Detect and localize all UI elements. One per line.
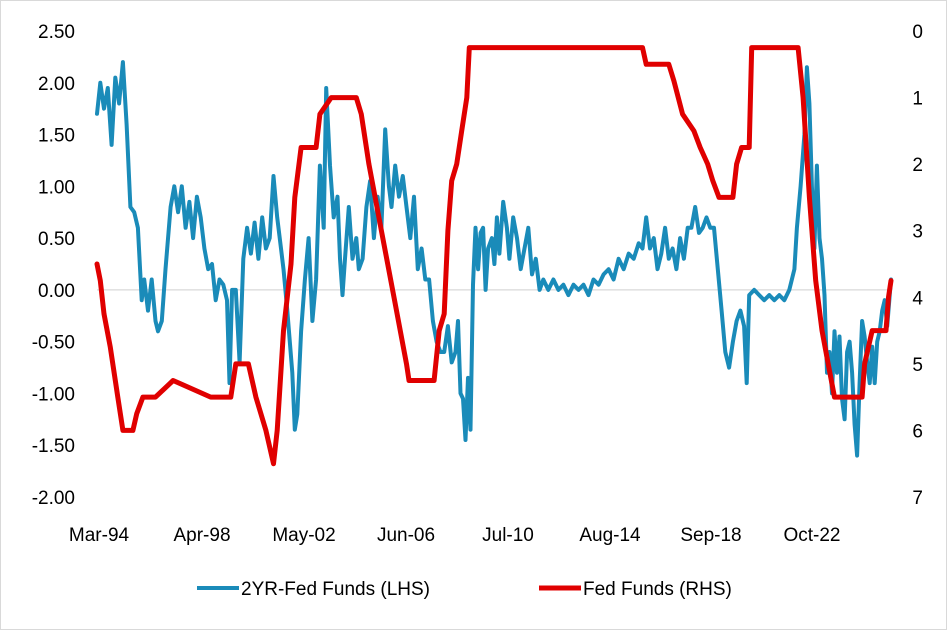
- x-axis-tick-label: Mar-94: [69, 525, 130, 546]
- left-axis-tick-label: -1.00: [32, 384, 75, 405]
- x-axis-tick-label: Aug-14: [579, 525, 641, 546]
- right-axis-tick-label: 3: [912, 222, 923, 243]
- series-line-fed-funds: [94, 45, 894, 467]
- left-axis-tick-label: -0.50: [32, 333, 75, 354]
- right-axis-tick-label: 6: [912, 421, 923, 442]
- x-axis-tick-label: Sep-18: [680, 525, 741, 546]
- x-axis-tick-label: Jul-10: [482, 525, 534, 546]
- left-axis-tick-label: 1.00: [38, 177, 75, 198]
- series-line-2yr-fed-funds: [95, 60, 893, 458]
- x-axis-tick-label: May-02: [272, 525, 335, 546]
- right-axis-tick-label: 5: [912, 355, 923, 376]
- left-axis-tick-label: 0.50: [38, 229, 75, 250]
- legend-label-fed-funds: Fed Funds (RHS): [583, 579, 732, 600]
- right-axis-tick-label: 7: [912, 488, 923, 509]
- x-axis-tick-label: Jun-06: [377, 525, 435, 546]
- right-axis-tick-label: 0: [912, 22, 923, 43]
- left-axis-tick-label: 2.50: [38, 22, 75, 43]
- right-axis-tick-label: 4: [912, 288, 923, 309]
- right-axis-tick-label: 2: [912, 155, 923, 176]
- left-axis-tick-label: 2.00: [38, 74, 75, 95]
- x-axis-tick-label: Apr-98: [173, 525, 230, 546]
- left-axis-tick-label: -2.00: [32, 488, 75, 509]
- x-axis-tick-label: Oct-22: [783, 525, 840, 546]
- legend: 2YR-Fed Funds (LHS) Fed Funds (RHS): [197, 579, 732, 600]
- left-axis-tick-label: 1.50: [38, 126, 75, 147]
- right-axis-tick-label: 1: [912, 89, 923, 110]
- left-axis-tick-label: 0.00: [38, 281, 75, 302]
- legend-label-2yr-fed-funds: 2YR-Fed Funds (LHS): [241, 579, 430, 600]
- left-axis-tick-label: -1.50: [32, 436, 75, 457]
